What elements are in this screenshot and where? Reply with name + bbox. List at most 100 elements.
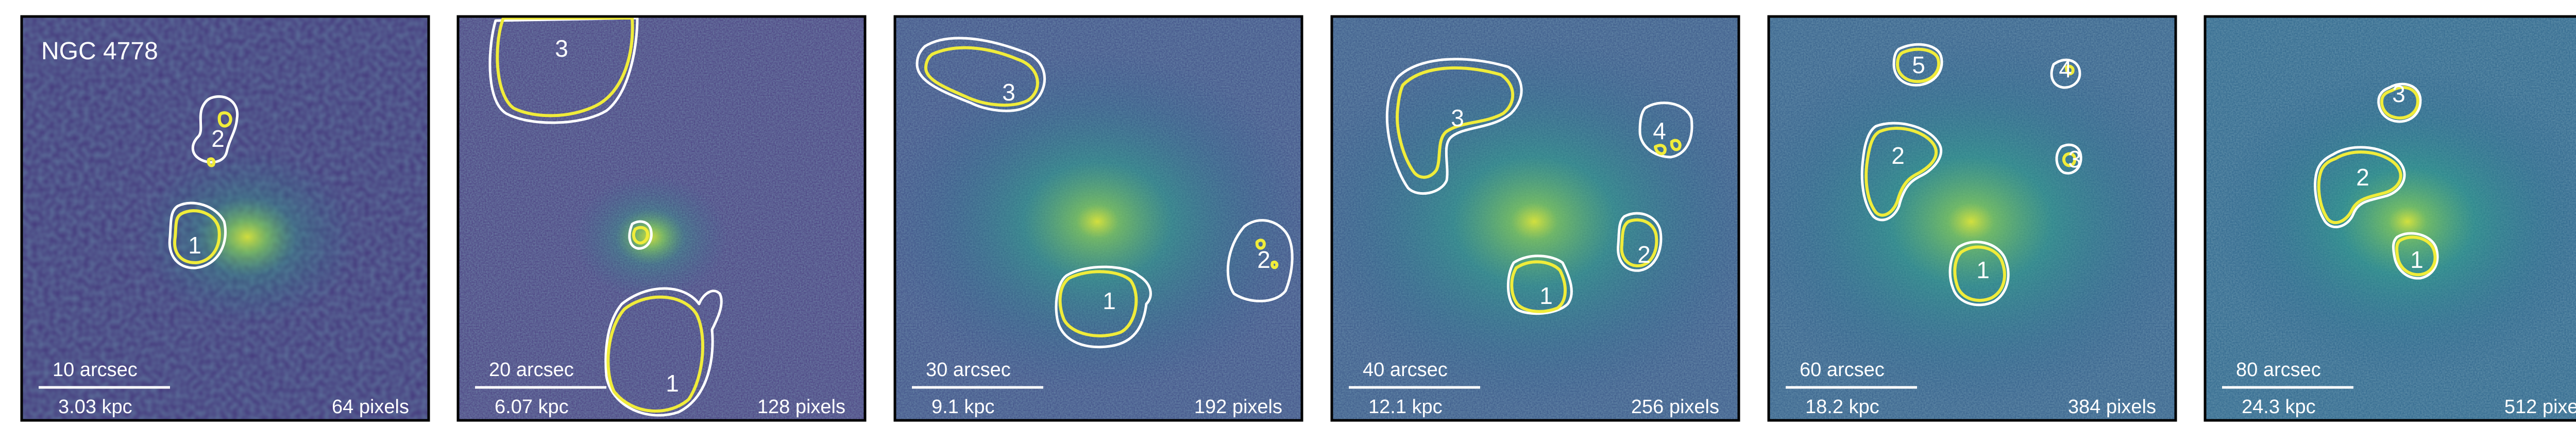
yellow-contour	[207, 111, 232, 167]
scale-bar: 60 arcsec 18.2 kpc	[1786, 359, 1917, 418]
yellow-contour	[2065, 64, 2075, 76]
region-3: 3	[2055, 143, 2082, 175]
region-2: 2	[1617, 212, 1663, 272]
region-label: 3	[555, 35, 568, 62]
region-label: 5	[1912, 52, 1925, 78]
scale-bar: 30 arcsec 9.1 kpc	[912, 359, 1043, 418]
white-contour	[2055, 143, 2082, 175]
region-2: 2	[191, 95, 239, 167]
region-label: 4	[2059, 56, 2072, 82]
panels-layer: 1 2 NGC 4778 10 arcsec 3.03 kpc 64 pixels 1 3 20…	[20, 15, 2576, 422]
region-label: 1	[188, 232, 201, 259]
panel-frame	[1330, 15, 1740, 422]
scale-kpc: 9.1 kpc	[931, 396, 995, 418]
panel-frame	[2204, 15, 2576, 422]
region-label: 2	[1637, 241, 1651, 268]
region-label: 2	[1257, 246, 1270, 273]
region-3: 3	[916, 37, 1046, 112]
scale-arcsec: 20 arcsec	[489, 359, 574, 381]
yellow-contour	[1953, 245, 2006, 302]
binning-label: 128 pixels	[757, 396, 845, 418]
scale-arcsec: 10 arcsec	[53, 359, 138, 381]
white-contour	[1226, 219, 1294, 302]
yellow-contour	[924, 46, 1039, 107]
panel-frame	[1767, 15, 2177, 422]
white-contour	[1948, 241, 2010, 307]
white-contour	[628, 220, 653, 250]
binning-label: 64 pixels	[332, 396, 409, 418]
region-2: 2	[2314, 146, 2406, 229]
panel-frame	[893, 15, 1303, 422]
scale-kpc: 6.07 kpc	[495, 396, 569, 418]
region-label: 1	[1976, 257, 1990, 283]
yellow-contour	[1620, 218, 1658, 268]
white-contour	[488, 16, 639, 124]
yellow-contour	[1654, 139, 1682, 156]
yellow-contour	[1510, 260, 1567, 313]
scale-arcsec: 40 arcsec	[1363, 359, 1448, 381]
yellow-contour	[173, 209, 221, 264]
region-label: 3	[2068, 146, 2081, 173]
region-4: 4	[1638, 101, 1693, 159]
panel-frame	[456, 15, 867, 422]
yellow-contour	[496, 16, 634, 117]
diffuse-emission	[2214, 67, 2576, 376]
yellow-contour	[632, 226, 649, 245]
region-label: 3	[1002, 79, 1015, 106]
region-1: 1	[168, 201, 227, 269]
white-contour	[1617, 212, 1663, 272]
panel-4: 1 2 3 4 40 arcsec 12.1 kpc 256 pixels	[1330, 15, 1740, 422]
diffuse-emission	[894, 52, 1303, 392]
panel-5: 1 2 3 4 5 60 arcsec 18.2 kpc 384 pixels	[1767, 15, 2177, 422]
region-2: 2	[1226, 219, 1294, 302]
panel-frame	[20, 15, 430, 422]
region-label: 1	[1539, 282, 1553, 309]
binning-label: 512 pixels	[2504, 396, 2576, 418]
yellow-contour	[1396, 66, 1515, 179]
region-5: 5	[1892, 43, 1943, 87]
white-contour	[2314, 146, 2406, 229]
white-contour	[2050, 58, 2081, 89]
binning-label: 256 pixels	[1631, 396, 1719, 418]
scale-bar: 10 arcsec 3.03 kpc	[39, 359, 170, 418]
diffuse-emission	[1768, 36, 2177, 407]
yellow-contour	[2380, 86, 2419, 120]
scale-kpc: 3.03 kpc	[58, 396, 132, 418]
region-1: 1	[604, 287, 723, 417]
scale-bar: 20 arcsec 6.07 kpc	[475, 359, 606, 418]
yellow-contour	[606, 295, 704, 413]
region-1: 1	[1055, 265, 1152, 349]
region-2: 2	[1860, 122, 1942, 222]
panel-6: 1 2 3 80 arcsec 24.3 kpc 512 pixels	[2204, 15, 2576, 422]
region-label: 4	[1653, 117, 1666, 144]
scale-kpc: 18.2 kpc	[1805, 396, 1879, 418]
yellow-contour	[1865, 127, 1938, 217]
region-label: 1	[666, 370, 679, 397]
region-label: 2	[1891, 142, 1905, 169]
region-label: 2	[211, 125, 225, 152]
yellow-contour	[2062, 152, 2077, 167]
yellow-contour	[1058, 270, 1138, 337]
yellow-contour	[1896, 47, 1940, 83]
region-label: 3	[2392, 80, 2405, 107]
white-contour	[1385, 58, 1523, 195]
yellow-contour	[2317, 150, 2402, 225]
white-contour	[916, 37, 1046, 112]
white-contour	[1055, 265, 1152, 349]
diffuse-emission	[1331, 36, 1740, 407]
panel-2: 1 3 20 arcsec 6.07 kpc 128 pixels	[456, 15, 867, 422]
region-3: 3	[2377, 80, 2422, 123]
white-contour	[1506, 254, 1573, 315]
white-contour	[2392, 232, 2439, 280]
binning-label: 192 pixels	[1194, 396, 1282, 418]
scale-kpc: 12.1 kpc	[1368, 396, 1443, 418]
region-label: 1	[1103, 287, 1116, 314]
panel-3: 1 2 3 30 arcsec 9.1 kpc 192 pixels	[893, 15, 1303, 422]
region-3: 3	[1385, 58, 1523, 195]
core-contour	[628, 220, 653, 250]
scale-bar: 40 arcsec 12.1 kpc	[1349, 359, 1480, 418]
region-3: 3	[488, 16, 639, 124]
white-contour	[1892, 43, 1943, 87]
scale-bar: 80 arcsec 24.3 kpc	[2222, 359, 2353, 418]
